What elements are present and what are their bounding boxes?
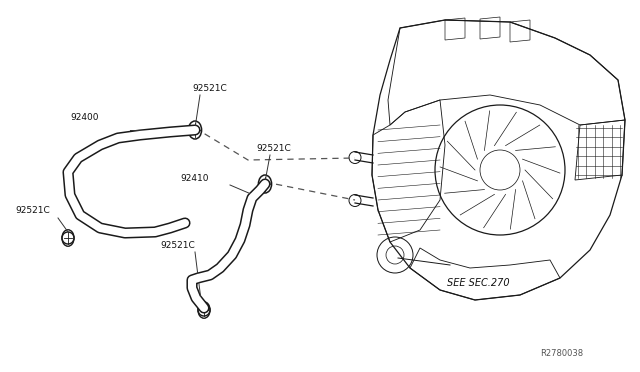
Text: 92521C: 92521C [256,144,291,153]
Text: 92521C: 92521C [15,206,50,215]
Text: 92521C: 92521C [160,241,195,250]
Text: 92410: 92410 [180,174,209,183]
Text: SEE SEC.270: SEE SEC.270 [447,278,509,288]
Text: 92521C: 92521C [192,84,227,93]
Text: R2780038: R2780038 [540,349,583,358]
Text: 92400: 92400 [70,113,99,122]
